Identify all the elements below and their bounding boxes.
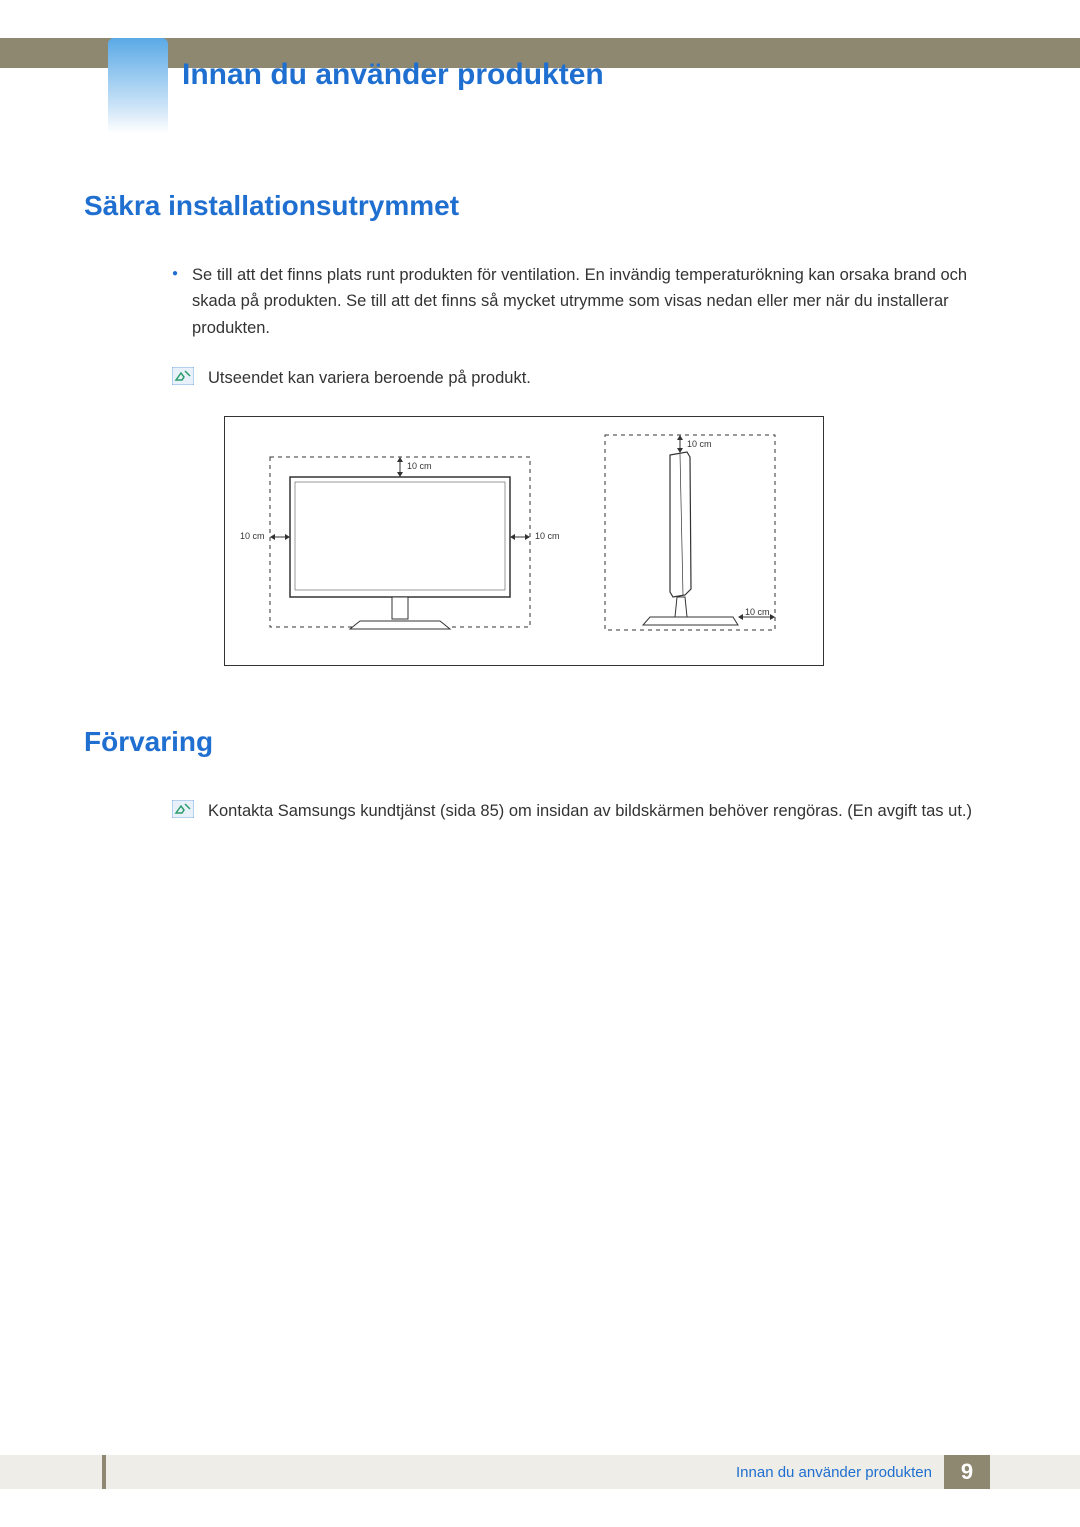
- section-heading-storage: Förvaring: [84, 726, 980, 758]
- note-row-storage: Kontakta Samsungs kundtjänst (sida 85) o…: [172, 798, 980, 824]
- page-title: Innan du använder produkten: [182, 58, 604, 92]
- left-margin-bar: [102, 1455, 106, 1489]
- section-storage: Förvaring Kontakta Samsungs kundtjänst (…: [84, 726, 980, 824]
- content-area: Säkra installationsutrymmet ● Se till at…: [84, 190, 980, 848]
- section-heading-installation: Säkra installationsutrymmet: [84, 190, 980, 222]
- note-text: Utseendet kan variera beroende på produk…: [208, 365, 531, 391]
- dim-label-front-left: 10 cm: [240, 531, 265, 541]
- dim-label-front-right: 10 cm: [535, 531, 560, 541]
- footer-bar: Innan du använder produkten 9: [0, 1455, 1080, 1489]
- bullet-item: ● Se till att det finns plats runt produ…: [172, 262, 980, 341]
- dim-label-side-top: 10 cm: [687, 439, 712, 449]
- page-number: 9: [944, 1455, 990, 1489]
- footer-text: Innan du använder produkten: [736, 1464, 932, 1481]
- note-icon: [172, 800, 194, 818]
- bullet-icon: ●: [172, 268, 178, 341]
- note-row: Utseendet kan variera beroende på produk…: [172, 365, 980, 391]
- note-text-storage: Kontakta Samsungs kundtjänst (sida 85) o…: [208, 798, 972, 824]
- bullet-text: Se till att det finns plats runt produkt…: [192, 262, 980, 341]
- installation-diagram: 10 cm 10 cm 10 cm 10 cm 10 cm: [224, 416, 980, 666]
- diagram-box: 10 cm 10 cm 10 cm 10 cm 10 cm: [224, 416, 824, 666]
- header-tab-decoration: [108, 38, 168, 133]
- dim-label-side-right: 10 cm: [745, 607, 770, 617]
- diagram-svg: [225, 417, 825, 667]
- note-icon: [172, 367, 194, 385]
- dim-label-front-top: 10 cm: [407, 461, 432, 471]
